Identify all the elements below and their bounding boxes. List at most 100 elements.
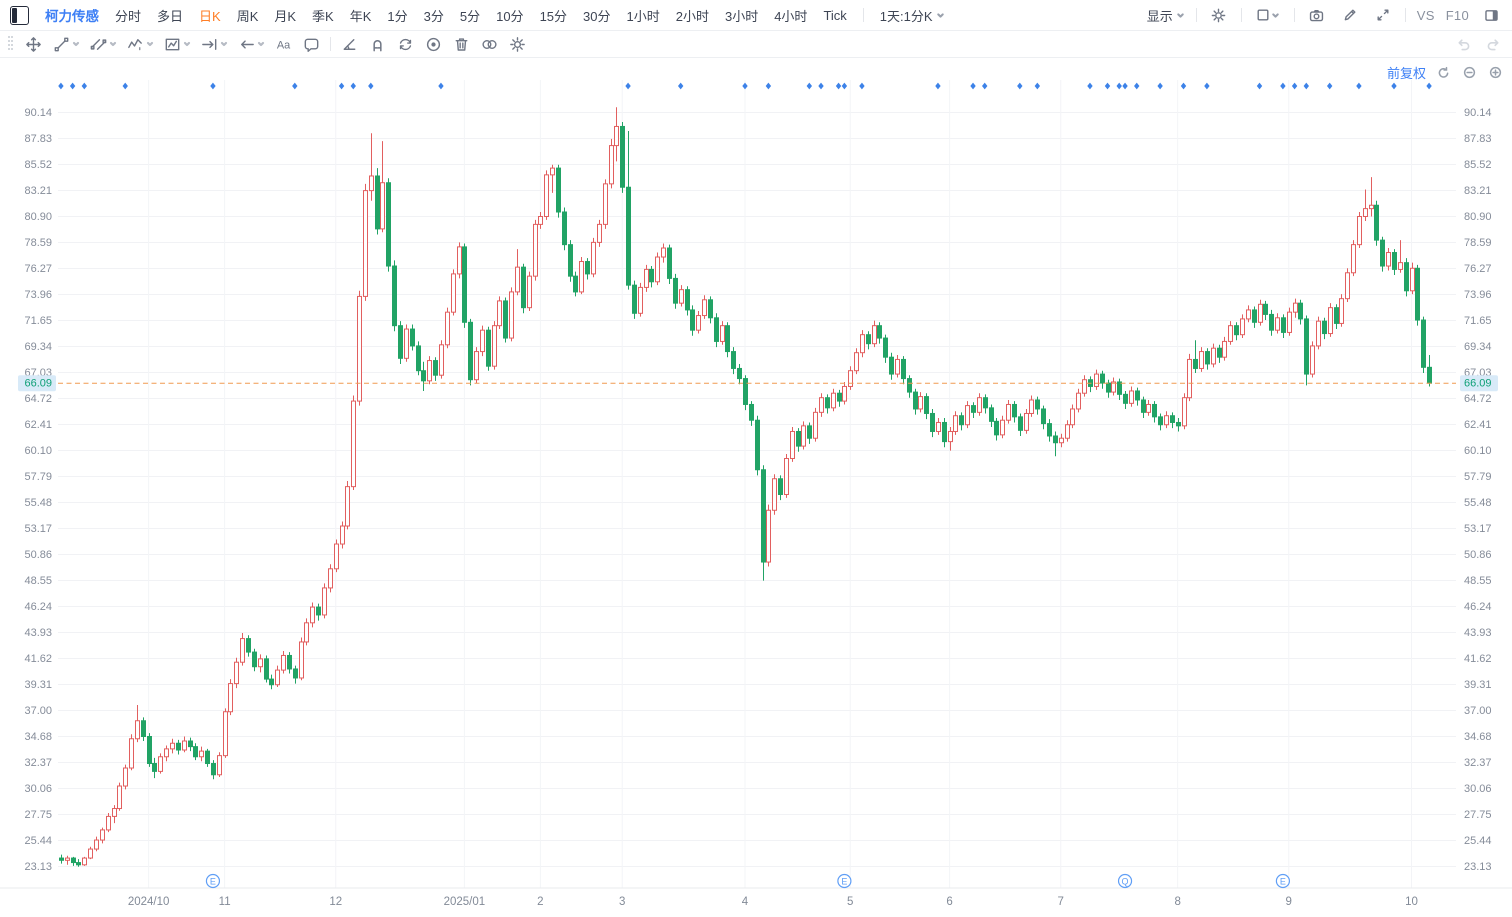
fullscreen-icon[interactable] [1372,5,1394,25]
settings-gear-icon[interactable] [1208,5,1230,25]
reset-zoom-icon[interactable] [1435,62,1452,82]
tf-年K[interactable]: 年K [349,8,372,24]
drawing-toolbar: Aa [0,31,1512,58]
display-menu-button[interactable]: 显示 [1147,6,1185,25]
chevron-down-icon [936,11,945,20]
tf-2小时[interactable]: 2小时 [675,8,709,24]
zoom-in-icon[interactable] [1487,62,1504,82]
svg-text:57.79: 57.79 [1464,471,1492,483]
svg-text:55.48: 55.48 [1464,497,1492,509]
svg-text:60.10: 60.10 [1464,445,1492,457]
tf-月K[interactable]: 月K [274,8,297,24]
svg-text:87.83: 87.83 [24,133,52,145]
undo-icon[interactable] [1452,34,1474,54]
tf-4小时[interactable]: 4小时 [774,8,808,24]
chart-panel-icon[interactable] [10,5,29,25]
point-tool-icon[interactable] [424,35,443,54]
svg-text:64.72: 64.72 [1464,393,1492,405]
settings-tool-icon[interactable] [508,35,527,54]
tf-30分[interactable]: 30分 [583,8,611,24]
svg-text:27.75: 27.75 [1464,809,1492,821]
svg-text:25.44: 25.44 [24,835,52,847]
tf-5分[interactable]: 5分 [459,8,481,24]
svg-text:62.41: 62.41 [24,419,52,431]
svg-text:2025/01: 2025/01 [444,896,486,908]
arrow-tool-icon[interactable] [237,35,265,54]
svg-text:85.52: 85.52 [24,159,52,171]
svg-text:62.41: 62.41 [1464,419,1492,431]
svg-text:78.59: 78.59 [24,237,52,249]
svg-text:57.79: 57.79 [24,471,52,483]
candlestick-chart[interactable]: 90.14 90.14 87.83 87.83 85.52 85.52 83.21 83.21… [0,58,1512,917]
tf-1分[interactable]: 1分 [387,8,408,24]
tf-15分[interactable]: 15分 [539,8,568,24]
svg-text:2: 2 [537,896,543,908]
tf-10分[interactable]: 10分 [496,8,524,24]
f10-info-button[interactable]: F10 [1445,7,1469,23]
svg-text:66.09: 66.09 [1464,378,1492,390]
svg-text:11: 11 [219,896,231,908]
grid-layer [0,80,1512,889]
interval-combo[interactable]: 1天:1分K [880,6,945,25]
svg-text:34.68: 34.68 [1464,731,1492,743]
svg-text:23.13: 23.13 [1464,861,1492,873]
comment-tool-icon[interactable] [302,35,321,54]
tf-多日[interactable]: 多日 [157,8,184,24]
vs-compare-button[interactable]: VS [1416,7,1435,23]
svg-text:27.75: 27.75 [24,809,52,821]
replay-tool-icon[interactable] [396,35,415,54]
svg-text:46.24: 46.24 [1464,601,1492,613]
tf-Tick[interactable]: Tick [823,7,847,23]
side-panel-icon[interactable] [1480,5,1502,25]
display-menu-label: 显示 [1146,8,1173,24]
toolbar-drag-grip[interactable] [8,36,14,52]
svg-text:Q: Q [1122,877,1129,887]
tf-日K[interactable]: 日K [199,8,221,24]
wave-tool-icon[interactable] [126,35,154,54]
adjust-mode-button[interactable]: 前复权 [1386,65,1426,81]
angle-tool-icon[interactable] [340,35,359,54]
svg-text:60.10: 60.10 [24,445,52,457]
svg-text:83.21: 83.21 [24,185,52,197]
text-tool-icon[interactable]: Aa [274,35,293,54]
chevron-down-icon [1271,11,1280,20]
layout-select-button[interactable] [1253,5,1283,25]
trendline-tool-icon[interactable] [52,35,80,54]
channel-tool-icon[interactable] [89,35,117,54]
magnet-tool-icon[interactable] [368,35,387,54]
draw-pencil-icon[interactable] [1339,5,1361,25]
svg-text:41.62: 41.62 [24,653,52,665]
svg-text:39.31: 39.31 [24,679,52,691]
tf-3分[interactable]: 3分 [423,8,444,24]
svg-text:37.00: 37.00 [24,705,52,717]
pattern-tool-icon[interactable] [163,35,191,54]
interval-combo-label: 1天:1分K [879,8,933,24]
measure-tool-icon[interactable] [200,35,228,54]
move-tool-icon[interactable] [24,35,43,54]
toolbar-divider [1404,8,1406,22]
date-axis: 2024/10 11 12 2025/01 2 3 4 5 6 7 8 9 10 [128,896,1418,908]
candles-layer [59,107,1432,867]
svg-text:87.83: 87.83 [1464,133,1492,145]
zoom-out-icon[interactable] [1461,62,1478,82]
svg-text:64.72: 64.72 [24,393,52,405]
tf-1小时[interactable]: 1小时 [626,8,660,24]
redo-icon[interactable] [1482,34,1504,54]
svg-text:50.86: 50.86 [1464,549,1492,561]
tf-季K[interactable]: 季K [312,8,334,24]
svg-text:E: E [841,877,847,887]
svg-text:48.55: 48.55 [1464,575,1492,587]
tf-分时[interactable]: 分时 [115,8,142,24]
link-tool-icon[interactable] [480,35,499,54]
svg-text:55.48: 55.48 [24,497,52,509]
screenshot-camera-icon[interactable] [1306,5,1328,25]
delete-tool-icon[interactable] [452,35,471,54]
announcement-diamonds [58,82,1432,90]
stock-name[interactable]: 柯力传感 [45,9,99,24]
svg-text:E: E [1280,877,1286,887]
svg-text:71.65: 71.65 [24,315,52,327]
svg-text:53.17: 53.17 [1464,523,1492,535]
main-toolbar: 柯力传感 分时 多日 日K 周K 月K 季K 年K 1分 3分 5分 10分 15分 30分 1小时 2小时… [0,0,1512,31]
tf-3小时[interactable]: 3小时 [724,8,759,24]
tf-周K[interactable]: 周K [236,8,259,24]
